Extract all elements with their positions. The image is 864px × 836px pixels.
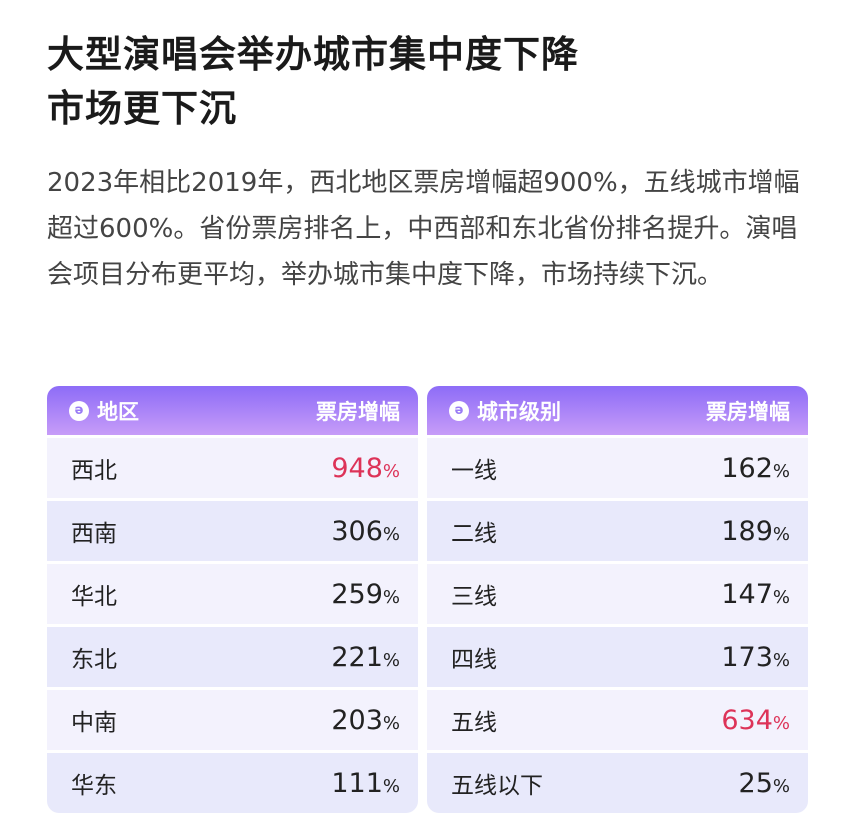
value-unit: % bbox=[772, 712, 790, 734]
description: 2023年相比2019年，西北地区票房增幅超900%，五线城市增幅超过600%。… bbox=[47, 168, 800, 290]
row-value: 173% bbox=[721, 642, 790, 673]
table-row: 二线 189% bbox=[427, 501, 808, 561]
value-number: 111 bbox=[331, 767, 383, 799]
value-number: 203 bbox=[331, 704, 383, 736]
table-row: 五线以下 25% bbox=[427, 753, 808, 813]
value-number: 634 bbox=[721, 704, 773, 736]
table-row: 中南 203% bbox=[47, 690, 418, 750]
value-number: 948 bbox=[331, 452, 383, 484]
row-label: 一线 bbox=[451, 458, 497, 484]
value-number: 189 bbox=[721, 515, 773, 547]
value-unit: % bbox=[382, 586, 400, 608]
row-label: 东北 bbox=[71, 647, 117, 673]
value-number: 147 bbox=[721, 578, 773, 610]
value-number: 306 bbox=[331, 515, 383, 547]
table-row: 华北 259% bbox=[47, 564, 418, 624]
column-header: 票房增幅 bbox=[316, 399, 400, 424]
row-label: 五线以下 bbox=[451, 773, 543, 799]
value-unit: % bbox=[772, 586, 790, 608]
value-number: 259 bbox=[331, 578, 383, 610]
table-row: 东北 221% bbox=[47, 627, 418, 687]
value-unit: % bbox=[382, 775, 400, 797]
brand-logo-icon: ə bbox=[449, 400, 469, 421]
row-label: 五线 bbox=[451, 710, 497, 736]
table-row: 一线 162% bbox=[427, 438, 808, 498]
row-label: 华北 bbox=[71, 584, 117, 610]
row-value: 948% bbox=[331, 453, 400, 484]
value-unit: % bbox=[382, 649, 400, 671]
value-unit: % bbox=[772, 460, 790, 482]
city-tier-table: ə 城市级别 票房增幅 一线 162% 二线 189% 三线 147% 四线 173% 五线 634… bbox=[427, 386, 808, 813]
column-header: 票房增幅 bbox=[706, 399, 790, 424]
title-line: 市场更下沉 bbox=[47, 87, 237, 130]
table-row: 三线 147% bbox=[427, 564, 808, 624]
row-value: 147% bbox=[721, 579, 790, 610]
value-number: 173 bbox=[721, 641, 773, 673]
row-label: 中南 bbox=[71, 710, 117, 736]
table-row: 五线 634% bbox=[427, 690, 808, 750]
value-unit: % bbox=[382, 523, 400, 545]
row-value: 634% bbox=[721, 705, 790, 736]
table-header: ə 地区 票房增幅 bbox=[47, 386, 418, 435]
page-title: 大型演唱会举办城市集中度下降 市场更下沉 bbox=[47, 28, 579, 136]
table-row: 西南 306% bbox=[47, 501, 418, 561]
row-value: 221% bbox=[331, 642, 400, 673]
row-label: 四线 bbox=[451, 647, 497, 673]
row-value: 203% bbox=[331, 705, 400, 736]
value-number: 25 bbox=[738, 767, 773, 799]
title-line: 大型演唱会举办城市集中度下降 bbox=[47, 33, 579, 76]
table-header: ə 城市级别 票房增幅 bbox=[427, 386, 808, 435]
row-label: 西南 bbox=[71, 521, 117, 547]
column-header: 地区 bbox=[97, 399, 139, 424]
value-number: 221 bbox=[331, 641, 383, 673]
value-unit: % bbox=[772, 649, 790, 671]
table-row: 四线 173% bbox=[427, 627, 808, 687]
table-row: 西北 948% bbox=[47, 438, 418, 498]
region-table: ə 地区 票房增幅 西北 948% 西南 306% 华北 259% 东北 221% 中南 203% 华… bbox=[47, 386, 418, 813]
row-value: 25% bbox=[739, 768, 790, 799]
row-value: 306% bbox=[331, 516, 400, 547]
row-value: 162% bbox=[721, 453, 790, 484]
row-value: 259% bbox=[331, 579, 400, 610]
value-unit: % bbox=[772, 775, 790, 797]
row-label: 华东 bbox=[71, 773, 117, 799]
row-label: 二线 bbox=[451, 521, 497, 547]
row-value: 111% bbox=[331, 768, 400, 799]
row-value: 189% bbox=[721, 516, 790, 547]
row-label: 西北 bbox=[71, 458, 117, 484]
column-header: 城市级别 bbox=[477, 399, 561, 424]
brand-logo-icon: ə bbox=[69, 400, 89, 421]
value-unit: % bbox=[382, 460, 400, 482]
value-number: 162 bbox=[721, 452, 773, 484]
value-unit: % bbox=[382, 712, 400, 734]
table-row: 华东 111% bbox=[47, 753, 418, 813]
value-unit: % bbox=[772, 523, 790, 545]
row-label: 三线 bbox=[451, 584, 497, 610]
